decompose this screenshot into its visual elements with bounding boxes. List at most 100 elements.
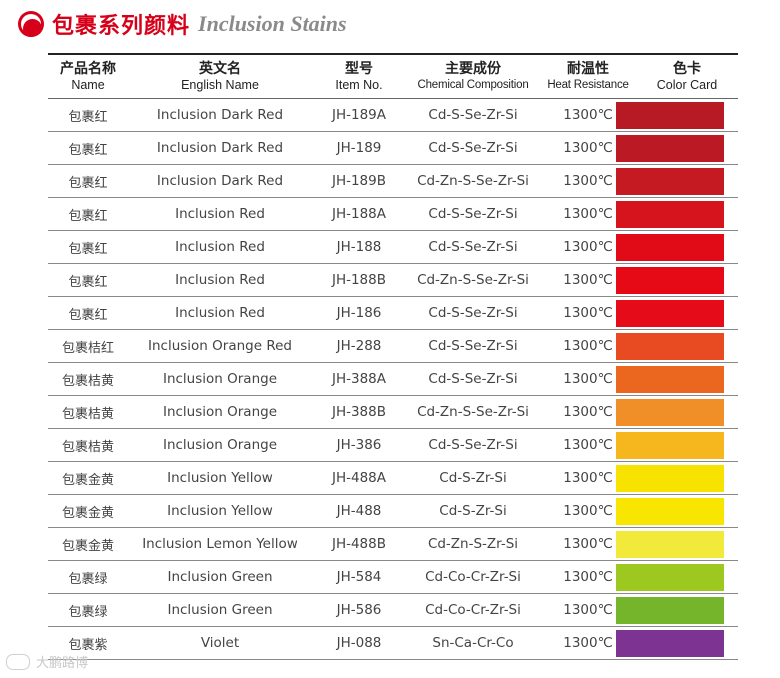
cell-chemical: Cd-Zn-S-Zr-Si [427,536,519,552]
cell-heat: 1300℃ [563,305,613,321]
cell-heat: 1300℃ [563,239,613,255]
cell-name: 包裹桔黄 [61,406,114,422]
cell-chemical: Cd-Co-Cr-Zr-Si [425,569,521,585]
color-swatch [616,365,724,393]
cell-name: 包裹金黄 [61,538,114,554]
cell-chemical: Cd-S-Se-Zr-Si [428,107,518,123]
header-english-name-en: English Name [181,77,259,92]
header-color-card-en: Color Card [656,77,718,92]
cell-heat: 1300℃ [563,371,613,387]
color-swatch [616,332,724,360]
cell-color-card [616,528,738,560]
cell-color-card [616,198,738,230]
cell-chemical: Sn-Ca-Cr-Co [432,635,514,651]
cell-english-name: Inclusion Orange Red [148,338,292,354]
cell-item-no: JH-488 [336,503,382,519]
color-swatch [616,266,724,294]
cell-english-name: Inclusion Red [175,206,265,222]
cell-name: 包裹红 [68,208,108,224]
table-row: 包裹桔黄 Inclusion Orange JH-388A Cd-S-Se-Zr-Si… [48,363,738,396]
cell-color-card [616,132,738,164]
table-row: 包裹金黄 Inclusion Yellow JH-488 Cd-S-Zr-Si 1300… [48,495,738,528]
header-name-en: Name [71,77,105,92]
cell-color-card [616,99,738,131]
cell-name: 包裹红 [68,274,108,290]
logo-icon [18,11,44,37]
cell-heat: 1300℃ [563,536,613,552]
cell-item-no: JH-586 [336,602,382,618]
color-swatch [616,431,724,459]
header-chemical-cn: 主要成份 [445,60,501,77]
cell-english-name: Inclusion Orange [162,437,278,453]
cell-name: 包裹紫 [68,637,108,653]
cell-item-no: JH-189A [331,107,386,123]
cell-item-no: JH-189 [336,140,382,156]
color-swatch [616,464,724,492]
color-swatch [616,167,724,195]
cell-color-card [616,264,738,296]
cell-item-no: JH-188 [336,239,382,255]
cell-color-card [616,561,738,593]
cell-chemical: Cd-S-Zr-Si [439,503,507,519]
cell-chemical: Cd-S-Se-Zr-Si [428,305,518,321]
header-color-card-cn: 色卡 [673,60,701,77]
cell-english-name: Inclusion Dark Red [156,173,284,189]
header-chemical-en: Chemical Composition [417,78,529,91]
table-body: 包裹红 Inclusion Dark Red JH-189A Cd-S-Se-Zr-S… [48,99,738,660]
cell-item-no: JH-189B [331,173,387,189]
cell-heat: 1300℃ [563,503,613,519]
cell-color-card [616,627,738,659]
cell-name: 包裹红 [68,142,108,158]
cell-item-no: JH-188B [331,272,387,288]
cell-english-name: Violet [200,635,240,651]
watermark-text: 大鹏路博 [36,656,89,671]
top-rule [48,53,738,55]
cell-color-card [616,429,738,461]
cell-chemical: Cd-S-Se-Zr-Si [428,206,518,222]
table-row: 包裹红 Inclusion Dark Red JH-189B Cd-Zn-S-Se-Z… [48,165,738,198]
cell-english-name: Inclusion Green [167,569,273,585]
color-swatch [616,629,724,657]
cell-name: 包裹红 [68,307,108,323]
cell-color-card [616,330,738,362]
color-swatch [616,596,724,624]
cell-english-name: Inclusion Dark Red [156,107,284,123]
header-english-name: 英文名 English Name [128,55,312,98]
table-row: 包裹绿 Inclusion Green JH-586 Cd-Co-Cr-Zr-Si 13… [48,594,738,627]
cell-heat: 1300℃ [563,437,613,453]
header-heat-cn: 耐温性 [567,60,609,77]
table-row: 包裹红 Inclusion Dark Red JH-189A Cd-S-Se-Zr-S… [48,99,738,132]
cell-color-card [616,396,738,428]
cell-item-no: JH-088 [336,635,382,651]
cell-english-name: Inclusion Red [175,239,265,255]
table-header: 产品名称 Name 英文名 English Name 型号 Item No. 主… [48,55,738,99]
cell-chemical: Cd-Co-Cr-Zr-Si [425,602,521,618]
cell-name: 包裹红 [68,241,108,257]
cell-color-card [616,297,738,329]
cell-item-no: JH-188A [331,206,386,222]
cell-heat: 1300℃ [563,404,613,420]
cell-heat: 1300℃ [563,569,613,585]
cell-name: 包裹红 [68,175,108,191]
cell-english-name: Inclusion Red [175,305,265,321]
header-item-no: 型号 Item No. [312,55,406,98]
cell-item-no: JH-388B [331,404,387,420]
cell-english-name: Inclusion Orange [162,371,278,387]
cell-color-card [616,462,738,494]
color-swatch [616,530,724,558]
stain-table: 产品名称 Name 英文名 English Name 型号 Item No. 主… [48,53,738,660]
table-row: 包裹桔黄 Inclusion Orange JH-386 Cd-S-Se-Zr-Si 1… [48,429,738,462]
cell-heat: 1300℃ [563,338,613,354]
cell-name: 包裹绿 [68,604,108,620]
cell-chemical: Cd-Zn-S-Se-Zr-Si [417,272,529,288]
title-english: Inclusion Stains [198,11,347,36]
cell-heat: 1300℃ [563,602,613,618]
cell-item-no: JH-288 [336,338,382,354]
color-swatch [616,101,724,129]
cell-chemical: Cd-S-Zr-Si [439,470,507,486]
table-row: 包裹紫 Violet JH-088 Sn-Ca-Cr-Co 1300℃ [48,627,738,660]
header-item-no-cn: 型号 [345,60,373,77]
cell-heat: 1300℃ [563,173,613,189]
color-swatch [616,299,724,327]
header-item-no-en: Item No. [335,77,383,92]
